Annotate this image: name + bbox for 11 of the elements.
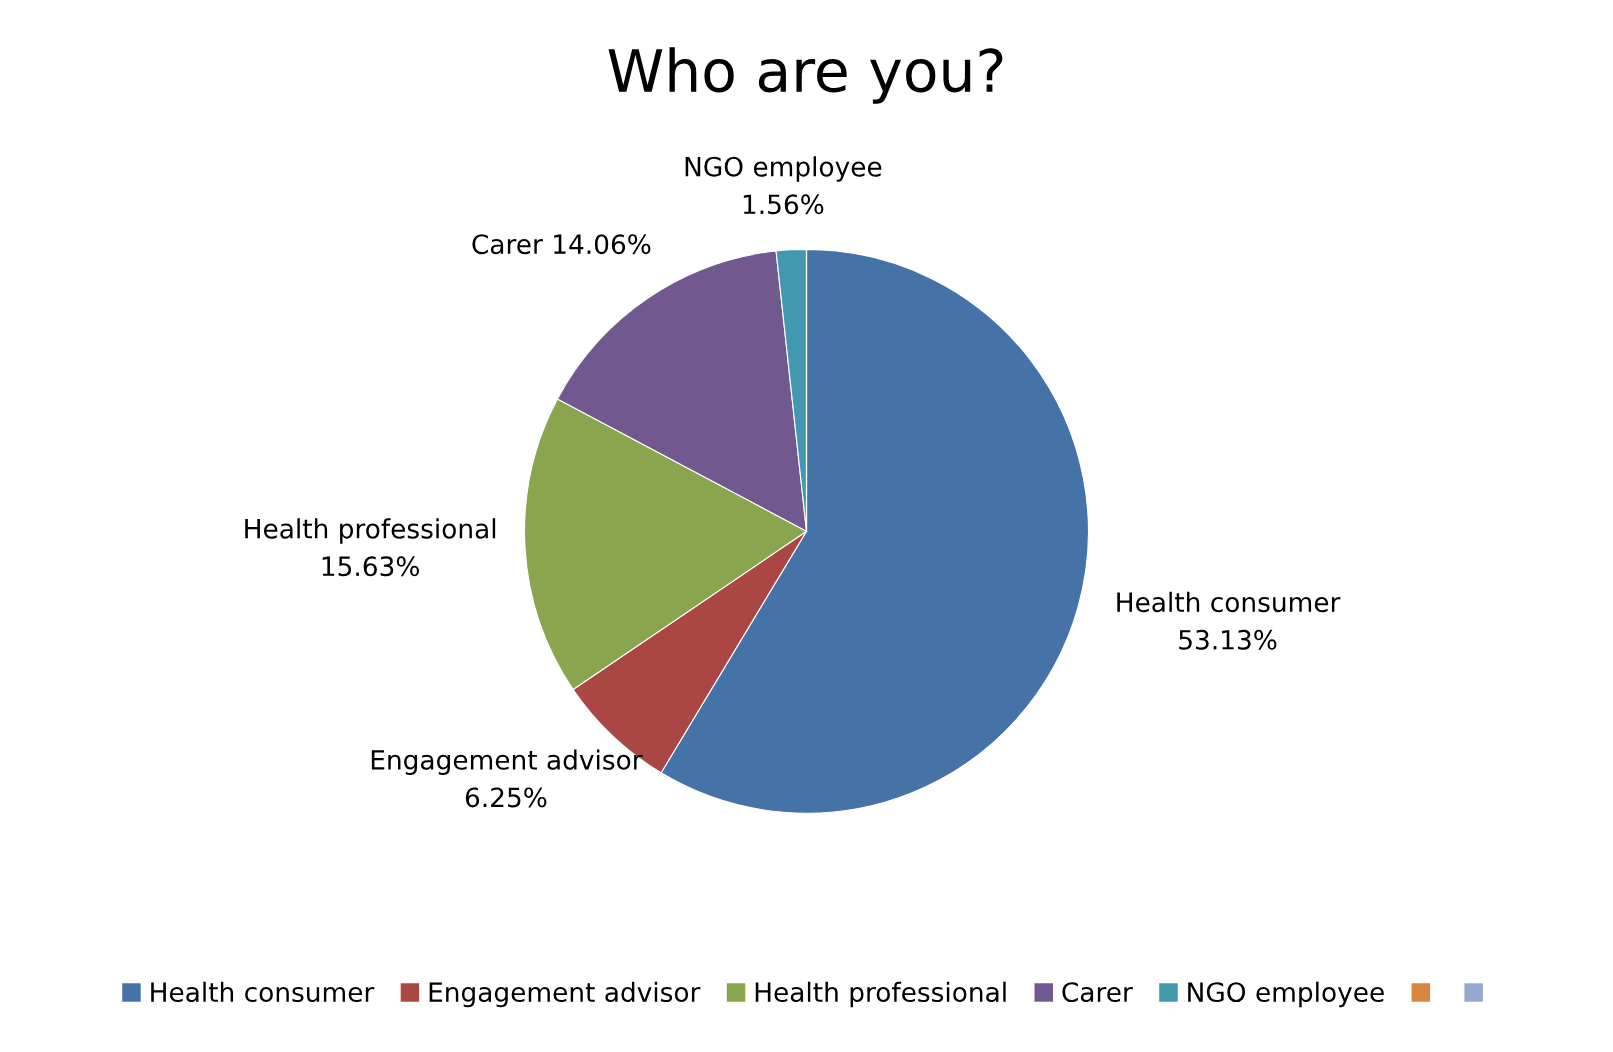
legend-label: Health professional bbox=[755, 981, 1006, 1008]
chart-title: Who are you? bbox=[608, 47, 1003, 104]
data-label: Engagement advisor 6.25% bbox=[371, 749, 643, 808]
data-label: Health professional 15.63% bbox=[245, 518, 496, 577]
legend-label: Engagement advisor bbox=[429, 981, 701, 1008]
data-label: Health consumer 53.13% bbox=[1117, 591, 1341, 650]
data-label: NGO employee 1.56% bbox=[685, 156, 882, 215]
legend-label: Carer bbox=[1062, 982, 1133, 1003]
data-label: Carer 14.06% bbox=[472, 234, 651, 255]
legend-label: Health consumer bbox=[151, 981, 375, 1003]
legend-label: NGO employee bbox=[1188, 981, 1384, 1008]
